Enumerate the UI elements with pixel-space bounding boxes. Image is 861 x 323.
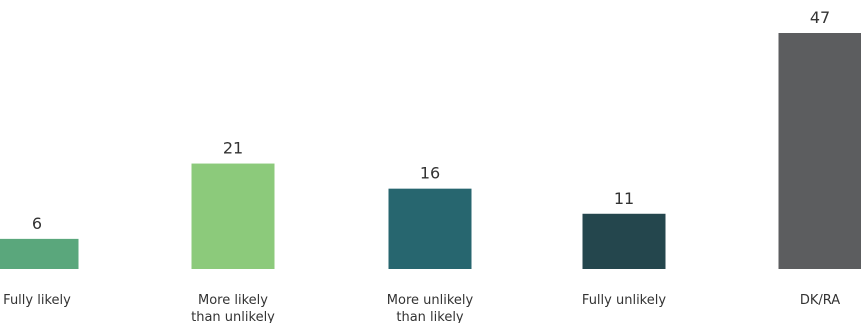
bar-3 — [582, 213, 666, 269]
value-label-2: 16 — [420, 164, 440, 183]
category-label-1-line-0: More likely — [198, 293, 268, 308]
category-label-2: More unlikely than likely — [387, 293, 474, 323]
value-label-0: 6 — [32, 214, 42, 233]
bar-2 — [388, 188, 472, 269]
bar-1 — [191, 163, 275, 269]
category-label-3-line-0: Fully unlikely — [582, 293, 666, 308]
category-label-0: Fully likely — [3, 293, 71, 308]
category-label-1-line-1: than unlikely — [191, 310, 275, 323]
bar-0 — [0, 238, 79, 269]
category-label-0-line-0: Fully likely — [3, 293, 71, 308]
value-labels-group: 6 21 16 11 47 — [32, 8, 830, 233]
category-label-4: DK/RA — [800, 293, 840, 308]
category-labels-group: Fully likely More likely than unlikelyMore… — [3, 293, 840, 323]
category-label-2-line-0: More unlikely — [387, 293, 474, 308]
value-label-3: 11 — [614, 189, 634, 208]
bar-4 — [778, 33, 861, 269]
category-label-1: More likely than unlikely — [191, 293, 275, 323]
value-label-4: 47 — [810, 8, 830, 27]
value-label-1: 21 — [223, 139, 243, 158]
bars-group — [0, 33, 861, 269]
category-label-2-line-1: than likely — [396, 310, 464, 323]
category-label-3: Fully unlikely — [582, 293, 666, 308]
category-label-4-line-0: DK/RA — [800, 293, 840, 308]
